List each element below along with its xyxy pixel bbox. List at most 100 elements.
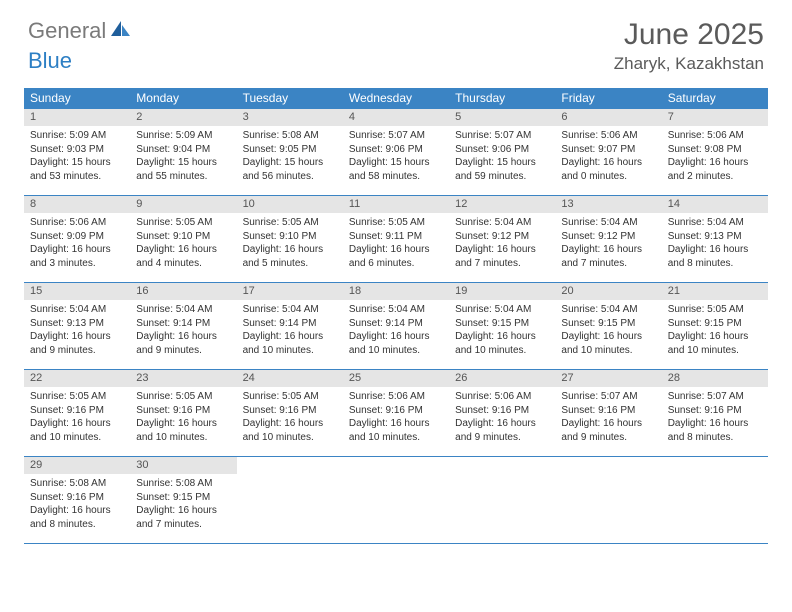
sunset-text: Sunset: 9:16 PM	[243, 404, 337, 418]
daylight-line2: and 6 minutes.	[349, 257, 443, 271]
daylight-line1: Daylight: 16 hours	[455, 330, 549, 344]
daylight-line1: Daylight: 16 hours	[136, 243, 230, 257]
sunset-text: Sunset: 9:12 PM	[561, 230, 655, 244]
day-number: 21	[662, 283, 768, 300]
daylight-line2: and 7 minutes.	[136, 518, 230, 532]
cell-text: Sunrise: 5:07 AMSunset: 9:16 PMDaylight:…	[662, 387, 768, 450]
day-number: 23	[130, 370, 236, 387]
sunset-text: Sunset: 9:15 PM	[561, 317, 655, 331]
calendar-cell: 5Sunrise: 5:07 AMSunset: 9:06 PMDaylight…	[449, 109, 555, 195]
sunrise-text: Sunrise: 5:04 AM	[30, 303, 124, 317]
sunrise-text: Sunrise: 5:06 AM	[30, 216, 124, 230]
calendar-cell: 12Sunrise: 5:04 AMSunset: 9:12 PMDayligh…	[449, 196, 555, 282]
sunrise-text: Sunrise: 5:05 AM	[30, 390, 124, 404]
day-number: 5	[449, 109, 555, 126]
day-header: Monday	[130, 88, 236, 109]
calendar-cell	[343, 457, 449, 543]
sunset-text: Sunset: 9:13 PM	[668, 230, 762, 244]
calendar-cell: 3Sunrise: 5:08 AMSunset: 9:05 PMDaylight…	[237, 109, 343, 195]
daylight-line1: Daylight: 16 hours	[561, 330, 655, 344]
sunrise-text: Sunrise: 5:07 AM	[455, 129, 549, 143]
day-number: 15	[24, 283, 130, 300]
sunrise-text: Sunrise: 5:09 AM	[136, 129, 230, 143]
daylight-line2: and 10 minutes.	[561, 344, 655, 358]
day-number: 2	[130, 109, 236, 126]
day-number: 25	[343, 370, 449, 387]
sunset-text: Sunset: 9:07 PM	[561, 143, 655, 157]
sunset-text: Sunset: 9:15 PM	[136, 491, 230, 505]
calendar-cell: 7Sunrise: 5:06 AMSunset: 9:08 PMDaylight…	[662, 109, 768, 195]
daylight-line2: and 7 minutes.	[455, 257, 549, 271]
day-number: 28	[662, 370, 768, 387]
sunset-text: Sunset: 9:14 PM	[349, 317, 443, 331]
cell-text: Sunrise: 5:04 AMSunset: 9:12 PMDaylight:…	[555, 213, 661, 276]
cell-text: Sunrise: 5:06 AMSunset: 9:07 PMDaylight:…	[555, 126, 661, 189]
daylight-line1: Daylight: 16 hours	[668, 156, 762, 170]
daylight-line1: Daylight: 15 hours	[30, 156, 124, 170]
day-header: Friday	[555, 88, 661, 109]
daylight-line2: and 10 minutes.	[668, 344, 762, 358]
daylight-line1: Daylight: 16 hours	[561, 417, 655, 431]
sunrise-text: Sunrise: 5:04 AM	[455, 216, 549, 230]
day-header: Saturday	[662, 88, 768, 109]
cell-text: Sunrise: 5:09 AMSunset: 9:04 PMDaylight:…	[130, 126, 236, 189]
daylight-line2: and 10 minutes.	[30, 431, 124, 445]
daylight-line1: Daylight: 16 hours	[668, 417, 762, 431]
cell-text: Sunrise: 5:05 AMSunset: 9:15 PMDaylight:…	[662, 300, 768, 363]
day-number: 22	[24, 370, 130, 387]
sunset-text: Sunset: 9:16 PM	[668, 404, 762, 418]
sunset-text: Sunset: 9:16 PM	[561, 404, 655, 418]
daylight-line1: Daylight: 16 hours	[136, 417, 230, 431]
logo-text-general: General	[28, 18, 106, 44]
sunrise-text: Sunrise: 5:09 AM	[30, 129, 124, 143]
day-number: 19	[449, 283, 555, 300]
cell-text: Sunrise: 5:07 AMSunset: 9:16 PMDaylight:…	[555, 387, 661, 450]
day-number: 13	[555, 196, 661, 213]
daylight-line1: Daylight: 16 hours	[243, 330, 337, 344]
day-number: 16	[130, 283, 236, 300]
daylight-line2: and 2 minutes.	[668, 170, 762, 184]
daylight-line2: and 4 minutes.	[136, 257, 230, 271]
cell-text: Sunrise: 5:06 AMSunset: 9:16 PMDaylight:…	[449, 387, 555, 450]
day-number: 18	[343, 283, 449, 300]
calendar-cell: 26Sunrise: 5:06 AMSunset: 9:16 PMDayligh…	[449, 370, 555, 456]
cell-text: Sunrise: 5:04 AMSunset: 9:15 PMDaylight:…	[555, 300, 661, 363]
logo-text-blue-wrap: Blue	[28, 48, 72, 74]
sunrise-text: Sunrise: 5:04 AM	[668, 216, 762, 230]
sunrise-text: Sunrise: 5:07 AM	[349, 129, 443, 143]
cell-text: Sunrise: 5:05 AMSunset: 9:11 PMDaylight:…	[343, 213, 449, 276]
daylight-line1: Daylight: 16 hours	[349, 330, 443, 344]
calendar-cell: 29Sunrise: 5:08 AMSunset: 9:16 PMDayligh…	[24, 457, 130, 543]
day-number: 24	[237, 370, 343, 387]
calendar-cell	[449, 457, 555, 543]
header: General June 2025 Zharyk, Kazakhstan	[0, 0, 792, 80]
day-header: Tuesday	[237, 88, 343, 109]
daylight-line2: and 9 minutes.	[136, 344, 230, 358]
day-number: 14	[662, 196, 768, 213]
calendar-cell: 11Sunrise: 5:05 AMSunset: 9:11 PMDayligh…	[343, 196, 449, 282]
cell-text: Sunrise: 5:09 AMSunset: 9:03 PMDaylight:…	[24, 126, 130, 189]
cell-text: Sunrise: 5:04 AMSunset: 9:12 PMDaylight:…	[449, 213, 555, 276]
daylight-line2: and 55 minutes.	[136, 170, 230, 184]
daylight-line2: and 10 minutes.	[455, 344, 549, 358]
calendar-cell: 24Sunrise: 5:05 AMSunset: 9:16 PMDayligh…	[237, 370, 343, 456]
daylight-line1: Daylight: 15 hours	[455, 156, 549, 170]
sunrise-text: Sunrise: 5:05 AM	[349, 216, 443, 230]
day-number: 11	[343, 196, 449, 213]
daylight-line2: and 10 minutes.	[243, 344, 337, 358]
daylight-line2: and 59 minutes.	[455, 170, 549, 184]
logo-sail-icon	[110, 19, 132, 44]
week-row: 22Sunrise: 5:05 AMSunset: 9:16 PMDayligh…	[24, 370, 768, 457]
daylight-line2: and 7 minutes.	[561, 257, 655, 271]
cell-text: Sunrise: 5:05 AMSunset: 9:10 PMDaylight:…	[237, 213, 343, 276]
cell-text: Sunrise: 5:07 AMSunset: 9:06 PMDaylight:…	[343, 126, 449, 189]
calendar-cell: 13Sunrise: 5:04 AMSunset: 9:12 PMDayligh…	[555, 196, 661, 282]
calendar-cell: 21Sunrise: 5:05 AMSunset: 9:15 PMDayligh…	[662, 283, 768, 369]
sunrise-text: Sunrise: 5:05 AM	[136, 390, 230, 404]
daylight-line1: Daylight: 16 hours	[30, 504, 124, 518]
calendar-cell: 30Sunrise: 5:08 AMSunset: 9:15 PMDayligh…	[130, 457, 236, 543]
cell-text: Sunrise: 5:08 AMSunset: 9:16 PMDaylight:…	[24, 474, 130, 537]
calendar-cell: 25Sunrise: 5:06 AMSunset: 9:16 PMDayligh…	[343, 370, 449, 456]
cell-text: Sunrise: 5:08 AMSunset: 9:05 PMDaylight:…	[237, 126, 343, 189]
sunset-text: Sunset: 9:15 PM	[668, 317, 762, 331]
